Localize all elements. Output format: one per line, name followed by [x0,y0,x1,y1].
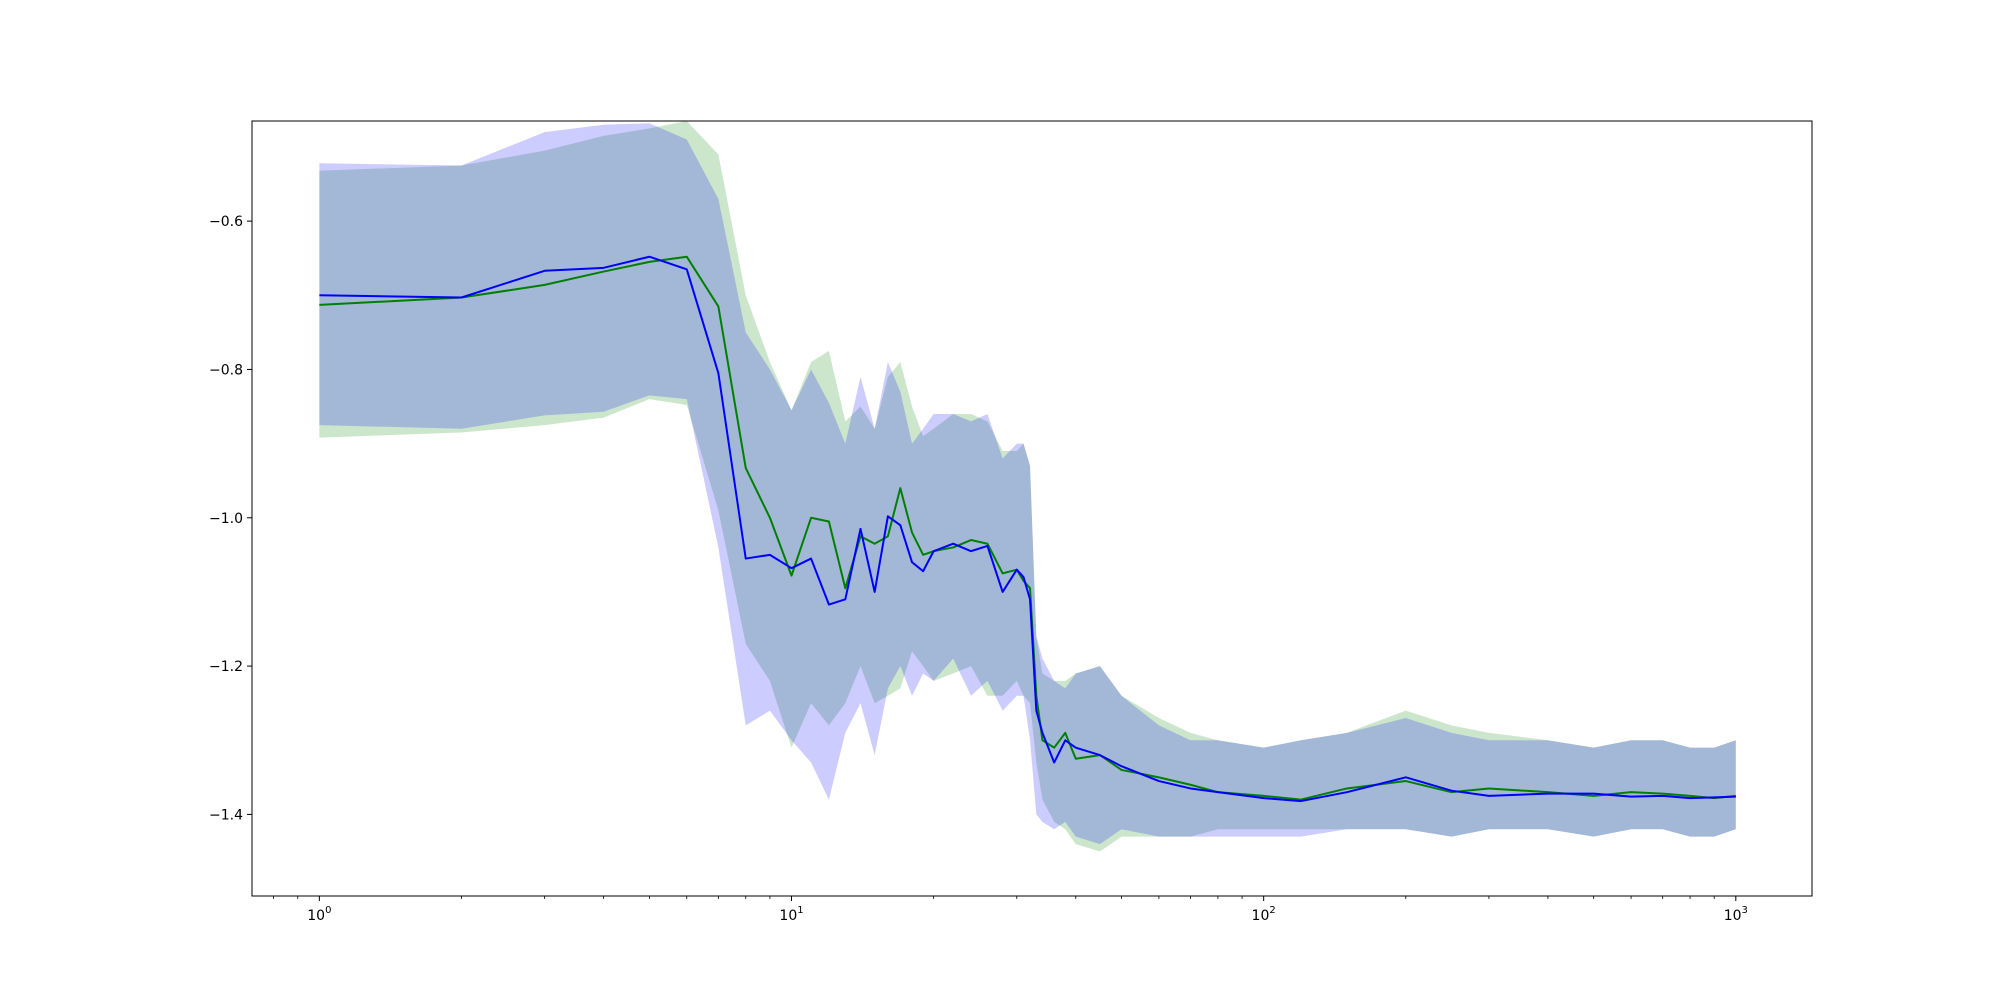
axes-frame [251,120,1813,897]
band-green [319,121,1736,852]
y-tick-label: −0.6 [209,214,243,230]
x-tick-label: 100 [307,905,331,924]
y-tick-label: −1.4 [209,807,243,823]
line-blue [319,255,1736,803]
x-tick-label-exponent: 2 [1269,905,1275,916]
x-tick-label: 102 [1252,905,1276,924]
y-tick-label: −1.2 [209,659,243,675]
x-tick-label-base: 10 [779,908,797,924]
x-tick-label-base: 10 [1252,908,1270,924]
x-tick-label-exponent: 1 [797,905,803,916]
band-blue [319,123,1736,845]
y-tick-label: −1.0 [209,511,243,527]
y-tick-label: −0.8 [209,362,243,378]
line-green [319,255,1736,801]
x-tick-label: 103 [1724,905,1748,924]
plot-area [319,121,1736,852]
x-tick-label-exponent: 3 [1742,905,1748,916]
plot-content [319,121,1736,852]
x-tick-label-base: 10 [307,908,325,924]
x-tick-label-base: 10 [1724,908,1742,924]
x-tick-label: 101 [779,905,803,924]
x-tick-label-exponent: 0 [325,905,331,916]
